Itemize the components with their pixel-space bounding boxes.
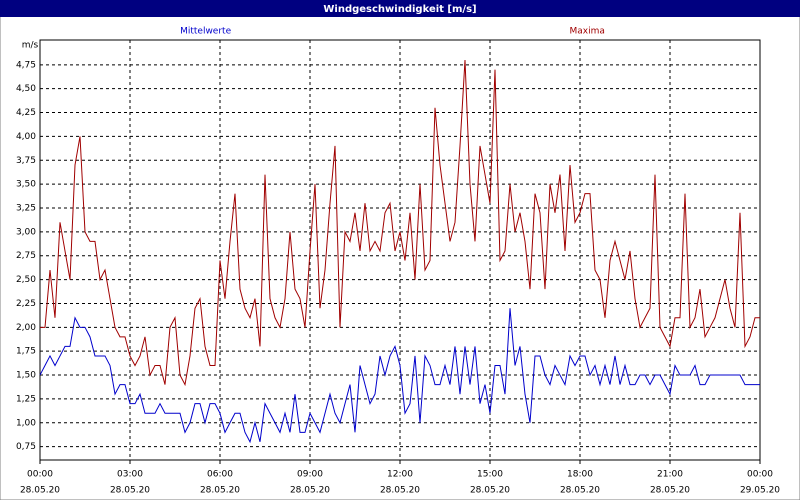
legend-label: Maxima (570, 27, 605, 37)
x-tick-date: 28.05.20 (380, 486, 420, 496)
y-tick-label: 4,50 (16, 84, 36, 94)
y-tick-label: 1,00 (16, 418, 36, 428)
y-tick-label: 3,00 (16, 227, 36, 237)
x-tick-label: 00:00 (747, 470, 773, 480)
x-tick-date: 28.05.20 (290, 486, 330, 496)
y-tick-label: 2,25 (16, 299, 36, 309)
x-tick-label: 18:00 (567, 470, 593, 480)
y-tick-label: 2,50 (16, 275, 36, 285)
x-tick-date: 28.05.20 (470, 486, 510, 496)
y-tick-label: 4,25 (16, 108, 36, 118)
y-tick-label: 1,75 (16, 347, 36, 357)
y-tick-label: 2,00 (16, 323, 36, 333)
y-tick-label: 4,75 (16, 60, 36, 70)
x-tick-label: 03:00 (117, 470, 143, 480)
legend-label: Mittelwerte (180, 27, 231, 37)
x-tick-date: 28.05.20 (110, 486, 150, 496)
x-tick-date: 28.05.20 (20, 486, 60, 496)
y-tick-label: 3,25 (16, 204, 36, 214)
x-tick-label: 12:00 (387, 470, 413, 480)
x-tick-label: 00:00 (27, 470, 53, 480)
title-bar (0, 0, 800, 17)
y-tick-label: 4,00 (16, 132, 36, 142)
y-tick-label: 1,25 (16, 394, 36, 404)
y-axis-unit: m/s (22, 41, 39, 51)
y-tick-label: 3,50 (16, 180, 36, 190)
x-tick-label: 09:00 (297, 470, 323, 480)
x-tick-date: 29.05.20 (740, 486, 780, 496)
y-tick-label: 0,75 (16, 442, 36, 452)
y-tick-label: 1,50 (16, 371, 36, 381)
x-tick-date: 28.05.20 (560, 486, 600, 496)
data-line (39, 308, 760, 444)
y-tick-label: 3,75 (16, 156, 36, 166)
data-line (40, 60, 760, 387)
x-tick-label: 06:00 (207, 470, 233, 480)
x-tick-label: 21:00 (657, 470, 683, 480)
y-tick-label: 2,75 (16, 251, 36, 261)
x-tick-date: 28.05.20 (650, 486, 690, 496)
x-tick-date: 28.05.20 (200, 486, 240, 496)
x-tick-label: 15:00 (477, 470, 503, 480)
chart-title: Windgeschwindigkeit [m/s] (323, 4, 476, 15)
